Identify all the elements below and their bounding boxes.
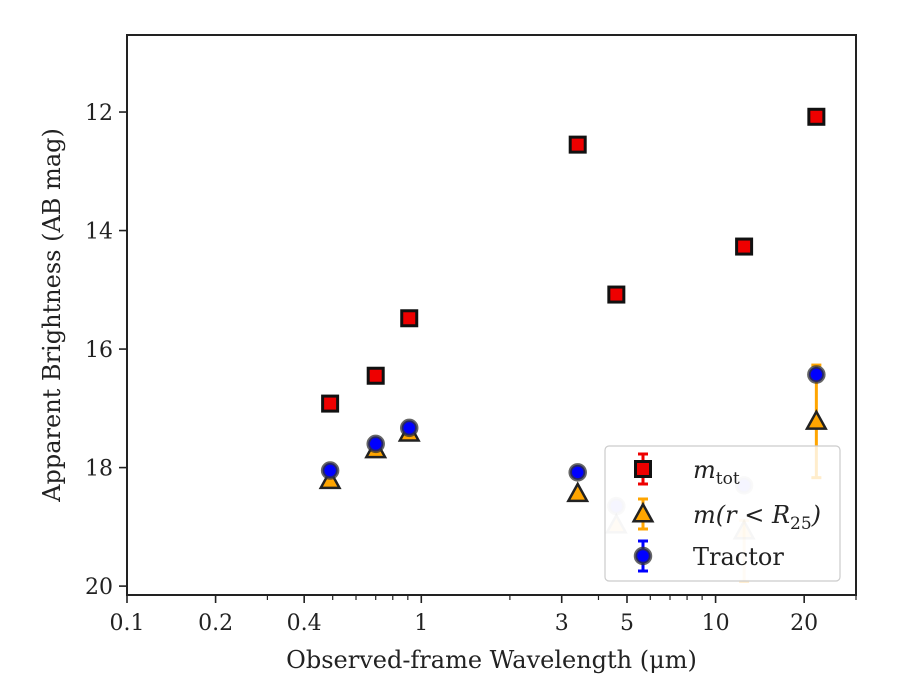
- data-point: [399, 418, 419, 438]
- square-marker: [634, 460, 652, 478]
- legend-marker: [633, 546, 653, 566]
- x-axis-label: Observed-frame Wavelength (μm): [286, 646, 697, 674]
- data-point: [400, 309, 419, 328]
- x-tick-label: 0.2: [198, 611, 233, 636]
- data-point: [735, 237, 754, 256]
- square-marker: [807, 107, 826, 126]
- square-marker: [366, 366, 385, 385]
- square-marker: [607, 285, 626, 304]
- data-point: [321, 394, 340, 413]
- series-1: [321, 107, 826, 413]
- legend-entry-2: m(r < R25): [631, 497, 821, 534]
- legend-label: mtot: [693, 456, 740, 489]
- y-tick-label: 20: [85, 575, 113, 600]
- triangle-marker: [804, 409, 828, 430]
- triangle-marker: [631, 501, 655, 523]
- y-tick-label: 16: [85, 338, 113, 363]
- y-tick-label: 14: [85, 220, 113, 245]
- x-tick-label: 3: [555, 611, 569, 636]
- y-tick-label: 12: [85, 101, 113, 126]
- data-point: [320, 461, 340, 480]
- data-point: [568, 463, 587, 482]
- y-tick-label: 18: [85, 457, 113, 482]
- legend-marker: [634, 460, 652, 478]
- circle-marker: [399, 418, 419, 438]
- square-marker: [735, 237, 754, 256]
- axes: 0.1 0.2 0.4 1 3 5 10 20 12 14 16 18 20: [85, 34, 857, 636]
- data-point: [366, 434, 385, 454]
- data-point: [566, 481, 590, 503]
- circle-marker: [807, 365, 826, 384]
- legend: mtot m(r < R25) Tractor: [604, 445, 841, 582]
- plot-marks: [318, 107, 828, 583]
- x-tick-label: 0.1: [110, 611, 145, 636]
- square-marker: [400, 309, 419, 328]
- circle-marker: [633, 546, 653, 566]
- legend-entry-1: mtot: [634, 452, 740, 489]
- legend-box: [604, 445, 841, 582]
- legend-label: Tractor: [693, 543, 784, 571]
- legend-marker: [631, 501, 655, 523]
- legend-entry-3: Tractor: [633, 539, 784, 573]
- square-marker: [568, 135, 587, 154]
- y-axis-label: Apparent Brightness (AB mag): [38, 128, 66, 503]
- triangle-marker: [566, 481, 590, 503]
- data-point: [804, 409, 828, 430]
- x-tick-label: 20: [790, 611, 818, 636]
- circle-marker: [366, 434, 385, 454]
- square-marker: [321, 394, 340, 413]
- data-point: [568, 135, 587, 154]
- data-point: [366, 366, 385, 385]
- plot-frame: [126, 34, 857, 596]
- circle-marker: [568, 463, 587, 482]
- data-point: [807, 365, 826, 384]
- x-tick-label: 5: [620, 611, 634, 636]
- data-point: [607, 285, 626, 304]
- x-tick-label: 10: [702, 611, 730, 636]
- circle-marker: [320, 461, 340, 480]
- x-tick-label: 0.4: [287, 611, 322, 636]
- data-point: [807, 107, 826, 126]
- x-tick-label: 1: [414, 611, 428, 636]
- legend-label: m(r < R25): [693, 501, 821, 534]
